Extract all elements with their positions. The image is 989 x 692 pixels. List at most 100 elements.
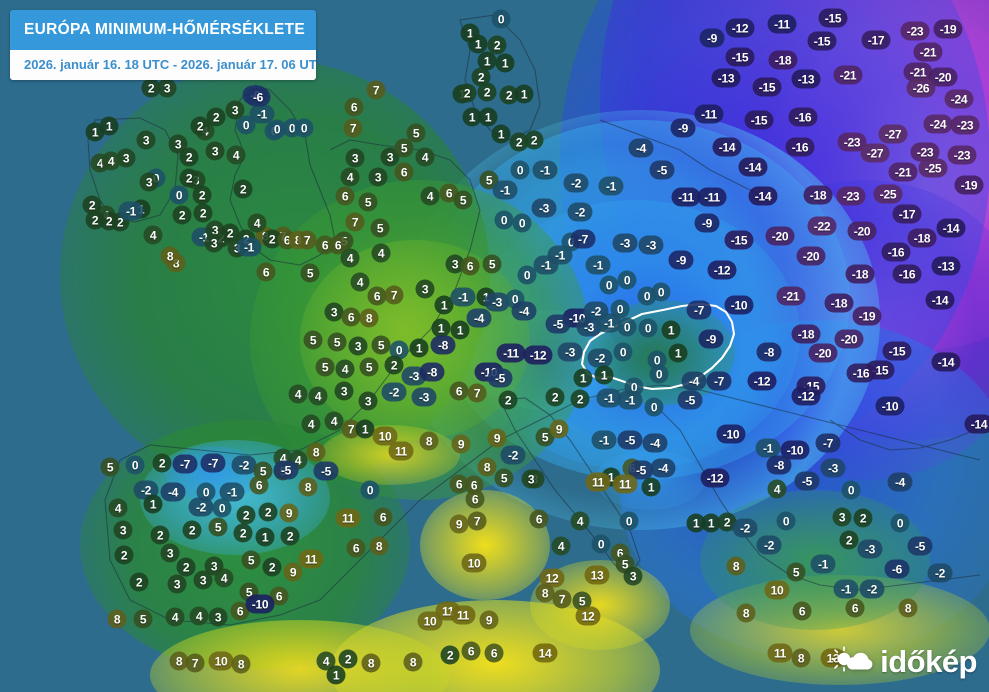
temperature-marker: 13 bbox=[584, 565, 610, 585]
temperature-marker: -16 bbox=[785, 137, 815, 157]
temperature-marker: 5 bbox=[208, 517, 228, 537]
temperature-marker: 7 bbox=[185, 653, 205, 673]
temperature-marker: 1 bbox=[701, 513, 721, 533]
temperature-marker: 6 bbox=[230, 601, 250, 621]
temperature-marker: 2 bbox=[853, 508, 873, 528]
temperature-marker: 4 bbox=[335, 359, 355, 379]
temperature-marker: -2 bbox=[500, 445, 526, 465]
temperature-marker: -22 bbox=[807, 216, 837, 236]
temperature-marker: 4 bbox=[247, 213, 267, 233]
temperature-marker: 0 bbox=[512, 213, 532, 233]
temperature-marker: 0 bbox=[591, 534, 611, 554]
temperature-marker: -10 bbox=[724, 295, 754, 315]
temperature-marker: -2 bbox=[567, 202, 593, 222]
temperature-marker: 2 bbox=[499, 85, 519, 105]
temperature-marker: -4 bbox=[628, 138, 654, 158]
temperature-marker: 5 bbox=[358, 192, 378, 212]
temperature-marker: 3 bbox=[205, 141, 225, 161]
temperature-marker: 2 bbox=[82, 195, 102, 215]
temperature-marker: -11 bbox=[496, 343, 526, 363]
temperature-marker: 3 bbox=[623, 566, 643, 586]
temperature-marker: -23 bbox=[900, 21, 930, 41]
temperature-marker: 3 bbox=[157, 78, 177, 98]
temperature-marker: 2 bbox=[150, 525, 170, 545]
temperature-marker: -11 bbox=[671, 187, 701, 207]
temperature-marker: -2 bbox=[927, 563, 953, 583]
temperature-marker: 7 bbox=[366, 80, 386, 100]
temperature-marker: 11 bbox=[298, 549, 324, 569]
temperature-marker: 2 bbox=[570, 389, 590, 409]
temperature-marker: 2 bbox=[440, 645, 460, 665]
temperature-marker: -3 bbox=[638, 235, 664, 255]
temperature-marker: 2 bbox=[717, 512, 737, 532]
temperature-marker: 11 bbox=[388, 441, 414, 461]
temperature-marker: 0 bbox=[294, 118, 314, 138]
temperature-marker: 10 bbox=[372, 426, 398, 446]
temperature-marker: -18 bbox=[824, 293, 854, 313]
temperature-marker: -25 bbox=[873, 184, 903, 204]
temperature-marker: -12 bbox=[747, 371, 777, 391]
temperature-marker: -4 bbox=[466, 308, 492, 328]
temperature-marker: -7 bbox=[172, 454, 198, 474]
temperature-marker: 9 bbox=[283, 562, 303, 582]
temperature-marker: -18 bbox=[791, 324, 821, 344]
logo-text: időkép bbox=[880, 643, 977, 679]
temperature-marker: -10 bbox=[875, 396, 905, 416]
temperature-marker: 1 bbox=[641, 477, 661, 497]
temperature-marker: -5 bbox=[545, 314, 571, 334]
temperature-marker: -4 bbox=[650, 458, 676, 478]
temperature-marker: 1 bbox=[326, 665, 346, 685]
temperature-marker: 1 bbox=[495, 53, 515, 73]
temperature-marker: -9 bbox=[670, 118, 696, 138]
temperature-marker: -16 bbox=[881, 242, 911, 262]
page-title: EURÓPA MINIMUM-HŐMÉRSÉKLETE bbox=[10, 10, 316, 50]
temperature-marker: 5 bbox=[370, 218, 390, 238]
temperature-marker: -23 bbox=[910, 142, 940, 162]
temperature-marker: -3 bbox=[857, 539, 883, 559]
temperature-marker: 2 bbox=[206, 107, 226, 127]
temperature-marker: -3 bbox=[820, 458, 846, 478]
temperature-marker: -1 bbox=[532, 160, 558, 180]
temperature-marker: 1 bbox=[686, 513, 706, 533]
temperature-marker: 4 bbox=[165, 607, 185, 627]
temperature-marker: 2 bbox=[233, 523, 253, 543]
temperature-marker: 2 bbox=[262, 229, 282, 249]
temperature-marker: -20 bbox=[928, 67, 958, 87]
temperature-marker: 8 bbox=[419, 431, 439, 451]
temperature-marker: -4 bbox=[511, 301, 537, 321]
temperature-marker: 2 bbox=[338, 649, 358, 669]
temperature-marker: 3 bbox=[208, 607, 228, 627]
temperature-marker: -3 bbox=[411, 387, 437, 407]
temperature-marker: 9 bbox=[487, 428, 507, 448]
temperature-marker: -11 bbox=[694, 104, 724, 124]
temperature-marker: -7 bbox=[815, 433, 841, 453]
temperature-marker: -4 bbox=[681, 371, 707, 391]
temperature-marker: -3 bbox=[557, 342, 583, 362]
temperature-marker: 6 bbox=[449, 474, 469, 494]
temperature-marker: 6 bbox=[256, 262, 276, 282]
temperature-marker: 11 bbox=[585, 472, 611, 492]
temperature-marker: -9 bbox=[668, 250, 694, 270]
temperature-marker: 9 bbox=[479, 610, 499, 630]
temperature-marker: 2 bbox=[498, 390, 518, 410]
temperature-marker: -20 bbox=[765, 226, 795, 246]
idokep-logo[interactable]: időkép bbox=[829, 644, 977, 678]
temperature-marker: 2 bbox=[192, 185, 212, 205]
temperature-marker: -23 bbox=[950, 115, 980, 135]
temperature-marker: -1 bbox=[596, 388, 622, 408]
temperature-marker: -2 bbox=[188, 497, 214, 517]
temperature-marker: 1 bbox=[99, 116, 119, 136]
temperature-marker: 2 bbox=[152, 453, 172, 473]
temperature-marker: 6 bbox=[460, 256, 480, 276]
temperature-marker: -13 bbox=[931, 256, 961, 276]
temperature-marker: 4 bbox=[371, 243, 391, 263]
temperature-marker: 4 bbox=[301, 414, 321, 434]
temperature-marker: 0 bbox=[613, 342, 633, 362]
temperature-marker: -7 bbox=[200, 453, 226, 473]
temperature-marker: 7 bbox=[467, 383, 487, 403]
temperature-marker: 10 bbox=[764, 580, 790, 600]
temperature-marker: -1 bbox=[591, 430, 617, 450]
temperature-marker: 8 bbox=[726, 556, 746, 576]
temperature-marker: -20 bbox=[808, 343, 838, 363]
temperature-marker: -15 bbox=[807, 31, 837, 51]
